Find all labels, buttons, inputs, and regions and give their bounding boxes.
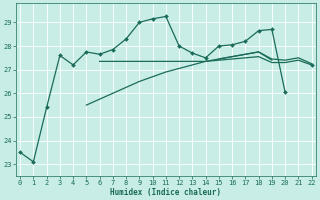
X-axis label: Humidex (Indice chaleur): Humidex (Indice chaleur) — [110, 188, 221, 197]
